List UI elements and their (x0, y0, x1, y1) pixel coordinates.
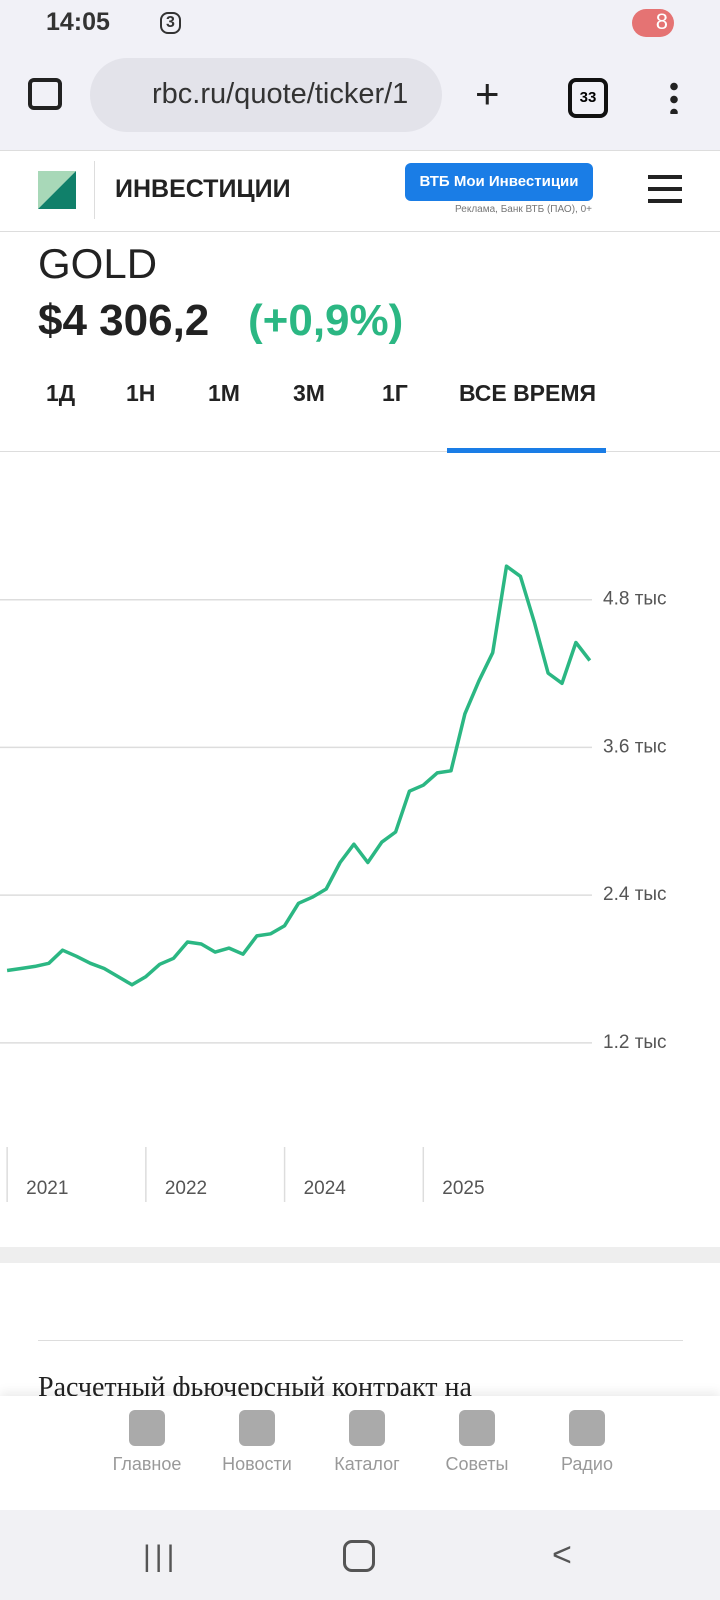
nav-label: Радио (561, 1454, 613, 1474)
nav-icon (349, 1410, 385, 1446)
price: $4 306,2 (38, 296, 210, 345)
tabs[interactable]: 33 (568, 78, 608, 118)
new-tab[interactable]: + (475, 70, 500, 117)
badge: 3 (160, 12, 181, 34)
home-button[interactable] (28, 78, 62, 110)
nav-item[interactable]: Новости (202, 1410, 312, 1475)
price-line (6, 564, 592, 987)
nav-item[interactable]: Каталог (312, 1410, 422, 1475)
chart: 1.2 тыс 2.4 тыс 3.6 тыс 4.8 тыс 2021 2022 2024… (0, 564, 667, 1202)
change: (+0,9%) (248, 296, 404, 345)
system-nav: ||| < (0, 1510, 720, 1600)
nav-label: Главное (112, 1454, 182, 1474)
x-tick-label: 2025 (442, 1178, 484, 1199)
period-tab[interactable]: 3М (293, 380, 325, 406)
x-tick-label: 2024 (304, 1178, 347, 1199)
url-bar[interactable]: rbc.ru/quote/ticker/1 (90, 58, 442, 132)
nav-label: Новости (222, 1454, 292, 1474)
x-tick-label: 2021 (26, 1178, 68, 1199)
x-tick-label: 2022 (165, 1178, 207, 1199)
nav-label: Советы (445, 1454, 509, 1474)
y-tick-label: 1.2 тыс (603, 1032, 667, 1053)
nav-item[interactable]: Советы (422, 1410, 532, 1475)
nav-item[interactable]: Радио (532, 1410, 642, 1475)
period-tab[interactable]: 1Н (126, 380, 156, 406)
home[interactable] (343, 1540, 375, 1572)
nav-icon (569, 1410, 605, 1446)
ad-button[interactable]: ВТБ Мои Инвестиции (405, 163, 593, 201)
logo (38, 171, 76, 209)
site-header: ИНВЕСТИЦИИ ВТБ Мои Инвестиции Реклама, Б… (0, 150, 720, 232)
ad-note: Реклама, Банк ВТБ (ПАО), 0+ (455, 204, 592, 215)
url: rbc.ru/quote/ticker/1 (152, 78, 409, 110)
recents[interactable]: ||| (143, 1540, 179, 1573)
nav-label: Каталог (334, 1454, 400, 1474)
time: 14:05 (46, 8, 110, 36)
ticker: GOLD (38, 240, 158, 287)
nav-icon (239, 1410, 275, 1446)
active-tab-underline (447, 448, 606, 453)
site-title: ИНВЕСТИЦИИ (115, 175, 291, 203)
period-tab[interactable]: 1Д (46, 380, 76, 406)
period-tab[interactable]: 1М (208, 380, 240, 406)
nav-item[interactable]: Главное (92, 1410, 202, 1475)
period-tab[interactable]: ВСЕ ВРЕМЯ (459, 380, 597, 406)
hamburger[interactable] (648, 175, 682, 203)
nav-icon (459, 1410, 495, 1446)
nav-icon (129, 1410, 165, 1446)
y-tick-label: 4.8 тыс (603, 589, 667, 610)
y-tick-label: 3.6 тыс (603, 736, 667, 757)
back[interactable]: < (552, 1536, 572, 1574)
period-tab[interactable]: 1Г (382, 380, 408, 406)
browser-chrome: 14:05 3 8 rbc.ru/quote/ticker/1 + 33 (0, 0, 720, 150)
menu[interactable] (670, 80, 678, 114)
battery: 8 (632, 9, 674, 37)
y-tick-label: 2.4 тыс (603, 884, 667, 905)
